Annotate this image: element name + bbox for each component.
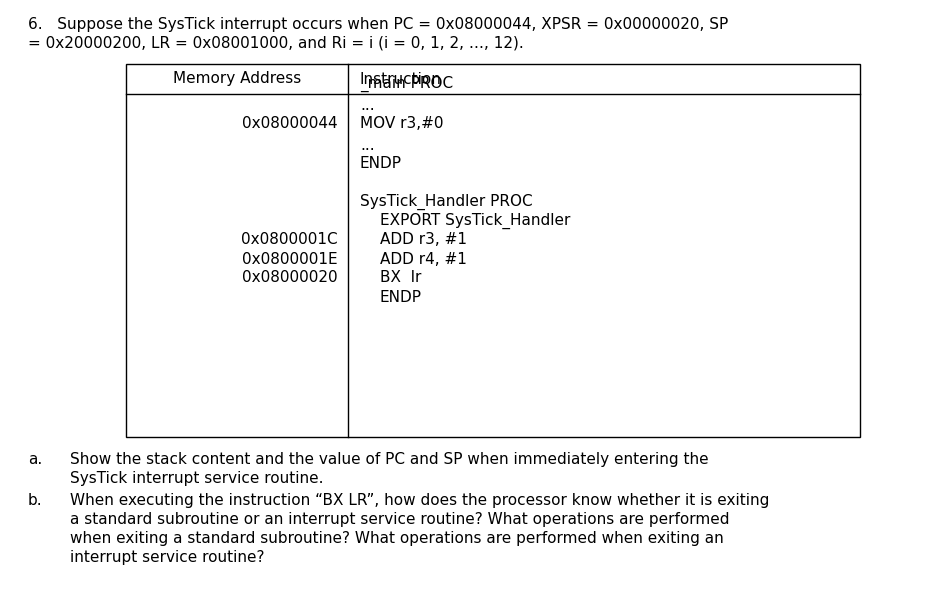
Text: ...: ... bbox=[360, 137, 375, 153]
Text: 0x08000044: 0x08000044 bbox=[242, 117, 338, 131]
Text: SysTick interrupt service routine.: SysTick interrupt service routine. bbox=[70, 471, 324, 486]
Text: a.: a. bbox=[28, 452, 43, 467]
Text: Instruction: Instruction bbox=[360, 72, 442, 86]
Text: SysTick_Handler PROC: SysTick_Handler PROC bbox=[360, 194, 533, 210]
Text: ...: ... bbox=[360, 98, 375, 112]
Text: 0x0800001C: 0x0800001C bbox=[241, 233, 338, 247]
Text: BX  lr: BX lr bbox=[380, 271, 422, 285]
Text: when exiting a standard subroutine? What operations are performed when exiting a: when exiting a standard subroutine? What… bbox=[70, 531, 724, 546]
Text: _main PROC: _main PROC bbox=[360, 76, 453, 92]
Text: ADD r3, #1: ADD r3, #1 bbox=[380, 233, 467, 247]
Text: 0x0800001E: 0x0800001E bbox=[242, 252, 338, 266]
Text: ENDP: ENDP bbox=[380, 289, 422, 304]
Text: EXPORT SysTick_Handler: EXPORT SysTick_Handler bbox=[380, 213, 570, 229]
Text: ENDP: ENDP bbox=[360, 156, 402, 172]
Text: 6.   Suppose the SysTick interrupt occurs when PC = 0x08000044, XPSR = 0x0000002: 6. Suppose the SysTick interrupt occurs … bbox=[28, 17, 729, 32]
Text: b.: b. bbox=[28, 493, 43, 508]
Text: Show the stack content and the value of PC and SP when immediately entering the: Show the stack content and the value of … bbox=[70, 452, 708, 467]
Text: MOV r3,#0: MOV r3,#0 bbox=[360, 117, 443, 131]
Text: = 0x20000200, LR = 0x08001000, and Ri = i (i = 0, 1, 2, …, 12).: = 0x20000200, LR = 0x08001000, and Ri = … bbox=[28, 36, 524, 51]
Text: 0x08000020: 0x08000020 bbox=[242, 271, 338, 285]
Text: interrupt service routine?: interrupt service routine? bbox=[70, 550, 264, 565]
Text: Memory Address: Memory Address bbox=[172, 72, 301, 86]
Text: When executing the instruction “BX LR”, how does the processor know whether it i: When executing the instruction “BX LR”, … bbox=[70, 493, 769, 508]
Bar bbox=[126, 64, 860, 437]
Text: a standard subroutine or an interrupt service routine? What operations are perfo: a standard subroutine or an interrupt se… bbox=[70, 512, 730, 527]
Text: ADD r4, #1: ADD r4, #1 bbox=[380, 252, 467, 266]
